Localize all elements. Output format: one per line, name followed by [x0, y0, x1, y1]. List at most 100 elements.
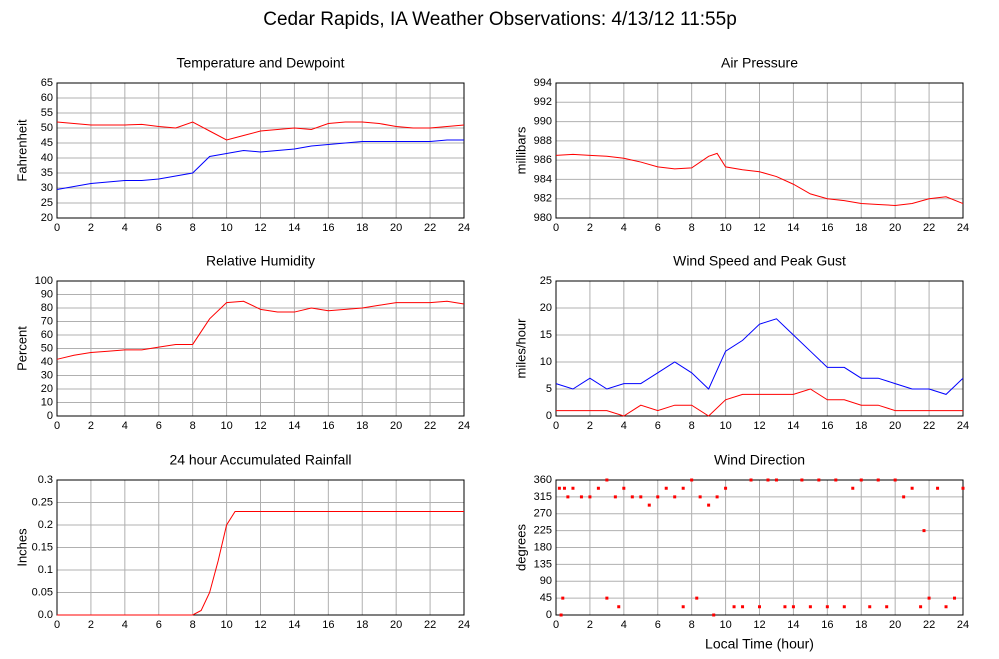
data-point [605, 596, 609, 600]
y-tick-label: 0.05 [32, 586, 53, 598]
data-point [647, 503, 651, 507]
data-point [758, 605, 761, 609]
y-tick-label: 40 [41, 152, 53, 164]
x-tick-label: 18 [855, 222, 867, 234]
data-point [817, 478, 821, 482]
data-point [902, 495, 906, 499]
y-axis-label: miles/hour [513, 318, 528, 379]
x-tick-label: 12 [753, 619, 765, 631]
plot-frame [555, 82, 964, 219]
x-tick-label: 12 [753, 222, 765, 234]
y-tick-label: 360 [534, 474, 552, 486]
y-tick-label: 988 [534, 135, 552, 147]
chart-title: Wind Direction [714, 452, 805, 468]
x-tick-label: 16 [821, 222, 833, 234]
data-point [732, 605, 736, 609]
x-tick-label: 8 [689, 619, 695, 631]
data-line [57, 511, 464, 616]
x-tick-label: 4 [122, 619, 128, 631]
x-tick-label: 0 [553, 420, 559, 432]
data-point [561, 596, 565, 600]
data-point [681, 486, 685, 490]
y-tick-label: 15 [540, 329, 552, 341]
y-tick-label: 25 [41, 197, 53, 209]
y-tick-label: 180 [534, 541, 552, 553]
data-point [724, 486, 728, 490]
data-point [690, 478, 694, 482]
y-tick-label: 0.25 [32, 496, 53, 508]
data-point [774, 478, 778, 482]
data-point [910, 486, 914, 490]
y-tick-label: 980 [534, 212, 552, 224]
y-tick-label: 45 [540, 592, 552, 604]
data-line [56, 139, 464, 190]
y-tick-label: 30 [41, 182, 53, 194]
y-tick-label: 60 [41, 92, 53, 104]
y-tick-label: 5 [546, 383, 552, 395]
y-tick-label: 90 [41, 288, 53, 300]
chart-title: Wind Speed and Peak Gust [673, 253, 846, 269]
x-tick-label: 6 [655, 619, 661, 631]
x-tick-label: 0 [54, 222, 60, 234]
y-tick-label: 225 [534, 525, 552, 537]
x-tick-label: 2 [88, 222, 94, 234]
x-tick-label: 0 [553, 222, 559, 234]
x-tick-label: 20 [390, 420, 402, 432]
x-tick-label: 16 [821, 619, 833, 631]
x-tick-label: 24 [957, 420, 969, 432]
data-line [555, 318, 964, 395]
data-point [876, 478, 880, 482]
x-axis-label: Local Time (hour) [705, 636, 814, 652]
x-tick-label: 20 [889, 619, 901, 631]
y-axis-label: millibars [513, 126, 528, 174]
y-tick-label: 30 [41, 369, 53, 381]
y-tick-label: 35 [41, 167, 53, 179]
y-axis-label: degrees [513, 524, 528, 571]
x-tick-label: 22 [923, 420, 935, 432]
data-point [664, 486, 668, 490]
chart-title: Temperature and Dewpoint [176, 55, 344, 71]
data-point [842, 605, 846, 609]
data-point [557, 486, 561, 490]
x-tick-label: 8 [190, 420, 196, 432]
y-tick-label: 50 [41, 122, 53, 134]
plot-frame [555, 479, 964, 616]
y-tick-label: 0.3 [38, 474, 53, 486]
chart-title: Air Pressure [721, 55, 798, 71]
y-tick-label: 992 [534, 96, 552, 108]
y-tick-label: 982 [534, 193, 552, 205]
x-tick-label: 10 [719, 619, 731, 631]
x-tick-label: 6 [156, 619, 162, 631]
x-tick-label: 16 [322, 222, 334, 234]
data-point [681, 605, 685, 609]
x-tick-label: 10 [719, 420, 731, 432]
chart-title: Relative Humidity [206, 253, 315, 269]
x-tick-label: 8 [689, 420, 695, 432]
x-tick-label: 2 [587, 420, 593, 432]
y-tick-label: 984 [534, 173, 552, 185]
x-tick-label: 20 [390, 222, 402, 234]
x-tick-label: 4 [122, 420, 128, 432]
x-tick-label: 14 [288, 420, 300, 432]
data-point [596, 486, 600, 490]
y-tick-label: 45 [41, 137, 53, 149]
x-tick-label: 10 [220, 619, 232, 631]
y-tick-label: 270 [534, 508, 552, 520]
plot-frame [555, 280, 964, 417]
x-tick-label: 0 [54, 420, 60, 432]
y-tick-label: 0.15 [32, 541, 53, 553]
x-tick-label: 8 [190, 619, 196, 631]
y-tick-label: 70 [41, 315, 53, 327]
data-point [953, 596, 957, 600]
x-tick-label: 12 [254, 420, 266, 432]
x-tick-label: 24 [458, 222, 470, 234]
data-point [741, 605, 745, 609]
x-tick-label: 4 [621, 420, 627, 432]
x-tick-label: 10 [220, 222, 232, 234]
data-point [630, 495, 634, 499]
x-tick-label: 12 [254, 619, 266, 631]
x-tick-label: 2 [587, 619, 593, 631]
x-tick-label: 6 [655, 420, 661, 432]
